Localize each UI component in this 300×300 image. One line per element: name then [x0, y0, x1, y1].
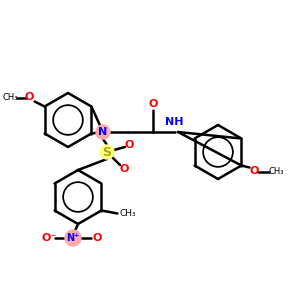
Text: N: N	[98, 127, 108, 137]
Text: O: O	[92, 233, 102, 243]
Text: CH₃: CH₃	[119, 209, 136, 218]
Text: O: O	[119, 164, 129, 174]
Circle shape	[65, 230, 81, 246]
Text: S: S	[103, 146, 112, 158]
Text: O: O	[25, 92, 34, 103]
Text: O: O	[148, 99, 158, 109]
Circle shape	[100, 145, 114, 159]
Text: CH₃: CH₃	[3, 93, 18, 102]
Text: NH: NH	[165, 117, 183, 127]
Text: CH₃: CH₃	[268, 167, 284, 176]
Text: O: O	[250, 167, 259, 176]
Text: N⁺: N⁺	[66, 233, 80, 243]
Circle shape	[96, 125, 110, 139]
Text: O: O	[124, 140, 134, 150]
Text: O⁻: O⁻	[41, 233, 57, 243]
